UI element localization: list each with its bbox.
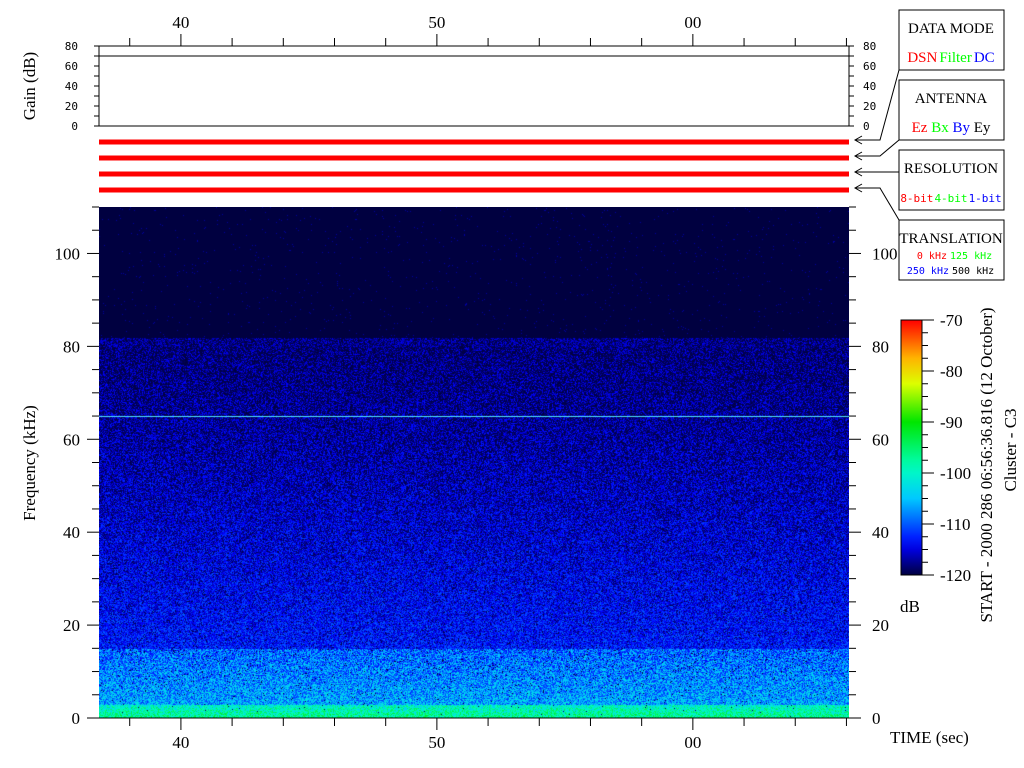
colorbar-tick-label: -90 [940,413,963,432]
legend-connector [855,69,900,141]
legend-item: Ez [912,120,928,136]
legend-box-title: DATA MODE [908,21,994,37]
legend-box-antenna: ANTENNA Ez Bx By Ey [898,79,1005,141]
colorbar-tick-label: -70 [940,311,963,330]
y-tick-label-right: 40 [872,523,889,542]
gain-tick-label: 40 [863,80,876,93]
connector-arrow [853,135,863,145]
legend-item: 1-bit [969,192,1002,205]
gain-tick-label: 20 [863,100,876,113]
legend-item: Bx [927,120,949,136]
connector-arrow [853,151,863,161]
legend-connector [855,139,900,157]
x-tick-label: 40 [172,733,189,752]
x-tick-label-top: 50 [428,13,445,32]
gain-tick-label: 60 [863,60,876,73]
gain-frame [98,45,850,127]
legend-box-title: RESOLUTION [904,161,998,177]
y-tick-label-right: 0 [872,709,881,728]
legend-item: Filter [939,50,972,66]
spacecraft-label: Cluster - C3 [1001,408,1020,491]
gain-tick-label: 20 [65,100,78,113]
spectrogram-heatmap [99,207,849,718]
gain-tick-label: 40 [65,80,78,93]
gain-axis-label: Gain (dB) [20,52,39,120]
legend-items: DSN Filter DC [907,50,994,66]
frequency-axis-label: Frequency (kHz) [20,405,39,521]
gain-tick-label: 0 [71,120,78,133]
legend-item: 8-bit [900,192,933,205]
gain-panel: 0 0 20 20 40 40 60 60 80 80 [65,40,877,133]
mode-bar [99,187,849,193]
y-tick-label-right: 100 [872,244,898,263]
y-tick-label: 0 [72,709,81,728]
legend-items: 8-bit4-bit1-bit [900,192,1001,205]
mode-bar [99,171,849,177]
legend-connector [855,187,900,221]
legend-box-title: ANTENNA [915,91,988,107]
mode-bar [99,139,849,145]
legend-item: 500 kHz [952,266,994,277]
start-time-label: START - 2000 286 06:56:36.816 (12 Octobe… [977,307,996,622]
connector-arrow [853,183,863,193]
mode-bars [99,139,849,193]
y-tick-label: 20 [63,616,80,635]
y-tick-label: 100 [55,244,81,263]
legend-box-frame [898,149,1005,211]
legend-box-resolution: RESOLUTION 8-bit4-bit1-bit [898,149,1005,211]
y-tick-label-right: 60 [872,430,889,449]
colorbar-bar [900,319,923,576]
x-tick-label-top: 40 [172,13,189,32]
legend-item: 0 kHz [917,251,947,262]
legend-item: DSN [907,50,937,66]
gain-tick-label: 80 [863,40,876,53]
colorbar-tick-label: -100 [940,464,971,483]
legend-item: 125 kHz [950,251,992,262]
x-tick-label: 50 [428,733,445,752]
colorbar-tick-label: -110 [940,515,971,534]
colorbar-tick-label: -120 [940,566,971,585]
legend-item: Ey [970,120,991,136]
colorbar-unit-label: dB [900,597,920,616]
legend-item: 4-bit [934,192,967,205]
legend-item: 250 kHz [907,266,949,277]
y-tick-label: 80 [63,337,80,356]
y-tick-label-right: 20 [872,616,889,635]
gain-tick-label: 60 [65,60,78,73]
mode-bar [99,155,849,161]
legend-box-data-mode: DATA MODE DSN Filter DC [898,9,1005,71]
y-tick-label: 40 [63,523,80,542]
legend-box-frame [898,9,1005,71]
legend-item: DC [974,50,995,66]
x-tick-label: 00 [684,733,701,752]
legend-item: By [949,120,971,136]
legend-panel: DATA MODE DSN Filter DC ANTENNA Ez Bx By Ey RE… [853,9,1005,281]
colorbar-tick-label: -80 [940,362,963,381]
gain-tick-label: 80 [65,40,78,53]
y-tick-label-right: 80 [872,337,889,356]
gain-tick-label: 0 [863,120,870,133]
legend-box-title: TRANSLATION [899,231,1002,247]
colorbar: -70 -80 -90 -100 -110 -120 [900,311,971,585]
connector-arrow [853,167,863,177]
legend-box-frame [898,79,1005,141]
legend-items: Ez Bx By Ey [912,120,991,136]
legend-box-frame [898,219,1005,281]
y-tick-label: 60 [63,430,80,449]
x-tick-label-top: 00 [684,13,701,32]
time-axis-label: TIME (sec) [890,728,969,747]
